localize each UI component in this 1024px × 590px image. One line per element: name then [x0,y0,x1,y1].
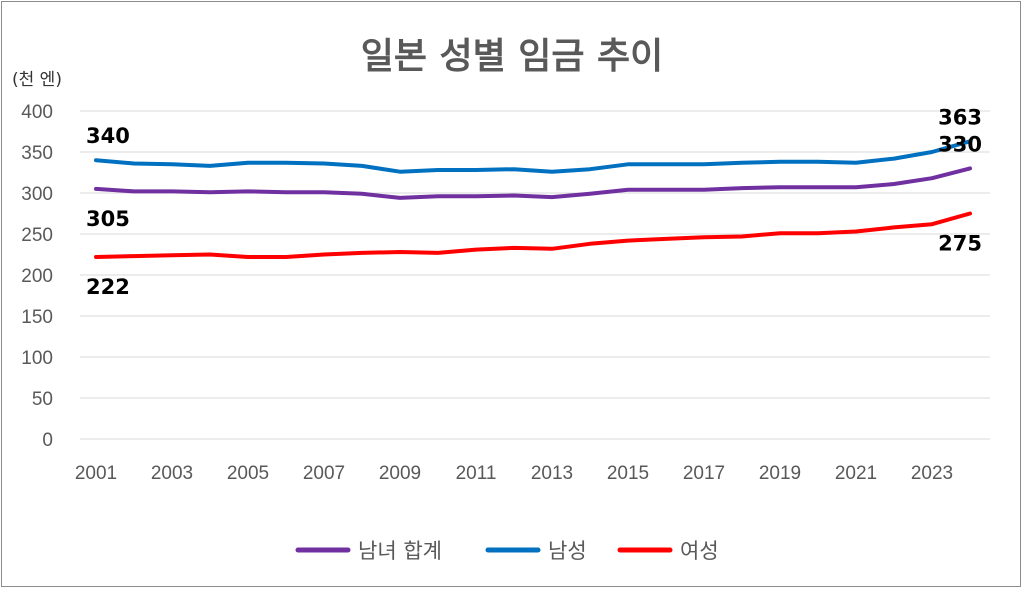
y-tick-label: 50 [32,389,53,410]
x-tick-label: 2017 [683,463,725,484]
series-line-1 [94,139,972,174]
x-tick-label: 2023 [911,463,953,484]
y-axis-unit-label: (천 엔) [12,70,62,90]
data-label: 222 [86,275,130,299]
x-axis-ticks: 2001 2003 2005 2007 2009 2011 2013 2015 2017 2019… [75,463,953,484]
x-tick-label: 2001 [75,463,117,484]
y-tick-label: 100 [21,348,53,369]
data-label: 363 [938,105,982,129]
y-tick-label: 350 [21,143,53,164]
series-line-0 [94,166,972,200]
y-tick-label: 400 [21,102,53,123]
chart-title: 일본 성별 임금 추이 [361,36,664,77]
legend-label: 여성 [680,539,719,563]
x-tick-label: 2019 [759,463,801,484]
x-tick-label: 2021 [835,463,877,484]
data-label: 305 [86,207,130,231]
y-tick-label: 200 [21,266,53,287]
x-tick-label: 2013 [531,463,573,484]
y-tick-label: 150 [21,307,53,328]
legend-label: 남성 [548,539,587,563]
y-axis-ticks: 0 50 100 150 200 250 300 350 400 [21,102,53,451]
data-label: 340 [86,124,130,148]
x-tick-label: 2011 [456,463,497,484]
data-label: 275 [938,232,982,256]
series-line-2 [94,211,972,259]
x-tick-label: 2003 [151,463,193,484]
data-labels: 305 330 340 363 222 275 [86,105,982,299]
y-tick-label: 250 [21,225,53,246]
gridlines [80,110,990,440]
data-label: 330 [938,132,982,156]
legend: 남녀 합계 남성 여성 [295,539,719,563]
x-tick-label: 2009 [379,463,421,484]
x-tick-label: 2015 [607,463,649,484]
x-tick-label: 2007 [303,463,345,484]
y-tick-label: 300 [21,184,53,205]
legend-label: 남녀 합계 [358,539,442,563]
x-tick-label: 2005 [227,463,269,484]
series-lines [94,139,972,259]
y-tick-label: 0 [42,430,53,451]
